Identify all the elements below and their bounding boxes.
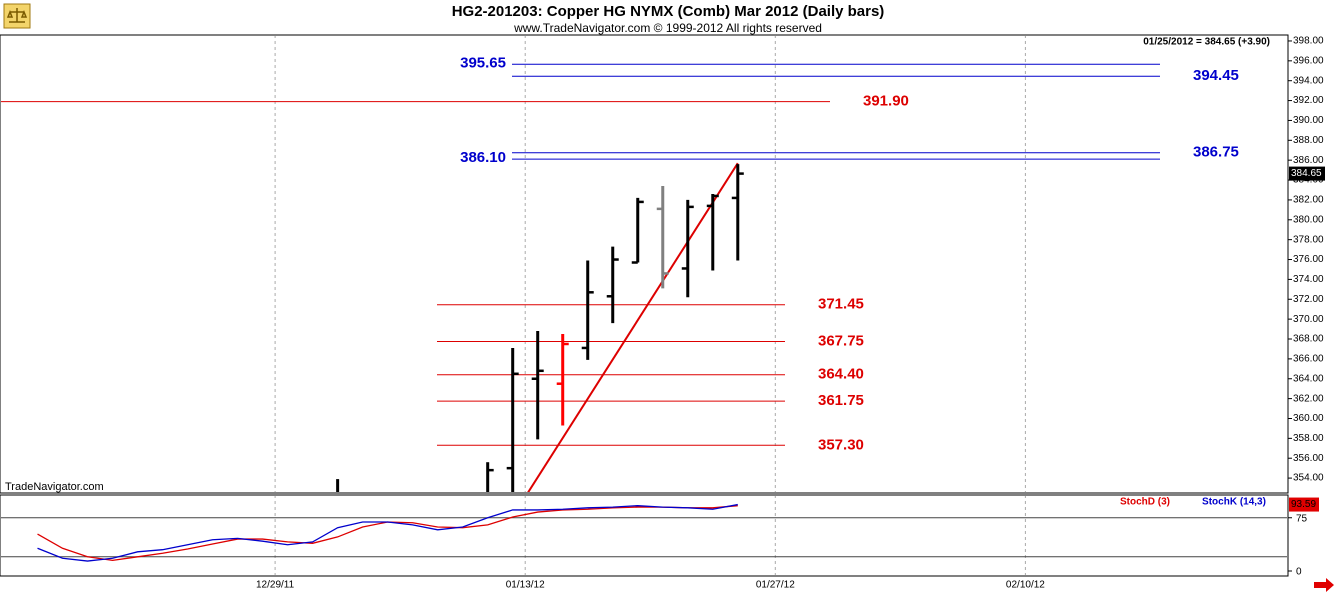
stoch-line (37, 503, 738, 562)
last-stoch-tag (1289, 497, 1319, 512)
stoch-plot (1, 496, 1287, 575)
chart-title: HG2-201203: Copper HG NYMX (Comb) Mar 20… (452, 3, 885, 20)
x-tick-label: 02/10/12 (1006, 580, 1045, 591)
y-tick-label: 75 (1296, 513, 1308, 524)
trendline (527, 162, 739, 492)
level-label: 391.90 (863, 93, 909, 110)
level-label: 386.10 (460, 149, 506, 166)
logo-icon (3, 3, 31, 29)
y-tick-label: 396.00 (1293, 55, 1324, 66)
y-tick-label: 360.00 (1293, 413, 1324, 424)
y-tick-label: 392.00 (1293, 95, 1324, 106)
y-tick-label: 380.00 (1293, 214, 1324, 225)
last-price-label: 384.65 (1291, 168, 1322, 179)
y-tick-label: 374.00 (1293, 274, 1324, 285)
y-tick-label: 378.00 (1293, 234, 1324, 245)
y-tick-label: 376.00 (1293, 254, 1324, 265)
y-tick-label: 372.00 (1293, 294, 1324, 305)
stoch-panel (0, 494, 1289, 577)
y-tick-label: 394.00 (1293, 75, 1324, 86)
level-label: 386.75 (1193, 144, 1239, 161)
x-tick-label: 12/29/11 (256, 580, 295, 591)
y-tick-label: 366.00 (1293, 354, 1324, 365)
y-tick-label: 0 (1296, 567, 1302, 578)
y-tick-label: 386.00 (1293, 155, 1324, 166)
y-tick-label: 364.00 (1293, 373, 1324, 384)
level-label: 364.40 (818, 366, 864, 383)
price-plot (1, 36, 1160, 492)
legend-entry: StochK (14,3) (1202, 497, 1266, 508)
x-tick-label: 01/27/12 (756, 580, 795, 591)
y-tick-label: 354.00 (1293, 473, 1324, 484)
x-tick-label: 01/13/12 (506, 580, 545, 591)
watermark: TradeNavigator.com (5, 481, 104, 493)
last-stoch-label: 93.59 (1291, 499, 1316, 510)
last-price-tag (1289, 166, 1325, 181)
y-tick-label: 370.00 (1293, 314, 1324, 325)
y-tick-label: 398.00 (1293, 36, 1324, 47)
y-tick-label: 358.00 (1293, 433, 1324, 444)
chart-subtitle: www.TradeNavigator.com © 1999-2012 All r… (513, 21, 822, 35)
level-label: 371.45 (818, 296, 864, 313)
y-tick-label: 356.00 (1293, 453, 1324, 464)
y-tick-label: 362.00 (1293, 393, 1324, 404)
y-tick-label: 382.00 (1293, 195, 1324, 206)
y-tick-label: 390.00 (1293, 115, 1324, 126)
y-tick-label: 368.00 (1293, 334, 1324, 345)
scroll-arrow[interactable] (1314, 578, 1334, 592)
legend-entry: StochD (3) (1120, 497, 1170, 508)
level-label: 357.30 (818, 436, 864, 453)
level-label: 394.45 (1193, 67, 1239, 84)
level-label: 361.75 (818, 392, 864, 409)
price-info: 01/25/2012 = 384.65 (+3.90) (1143, 37, 1270, 48)
level-label: 395.65 (460, 54, 506, 71)
level-label: 367.75 (818, 332, 864, 349)
y-tick-label: 388.00 (1293, 135, 1324, 146)
price-panel (0, 34, 1289, 494)
